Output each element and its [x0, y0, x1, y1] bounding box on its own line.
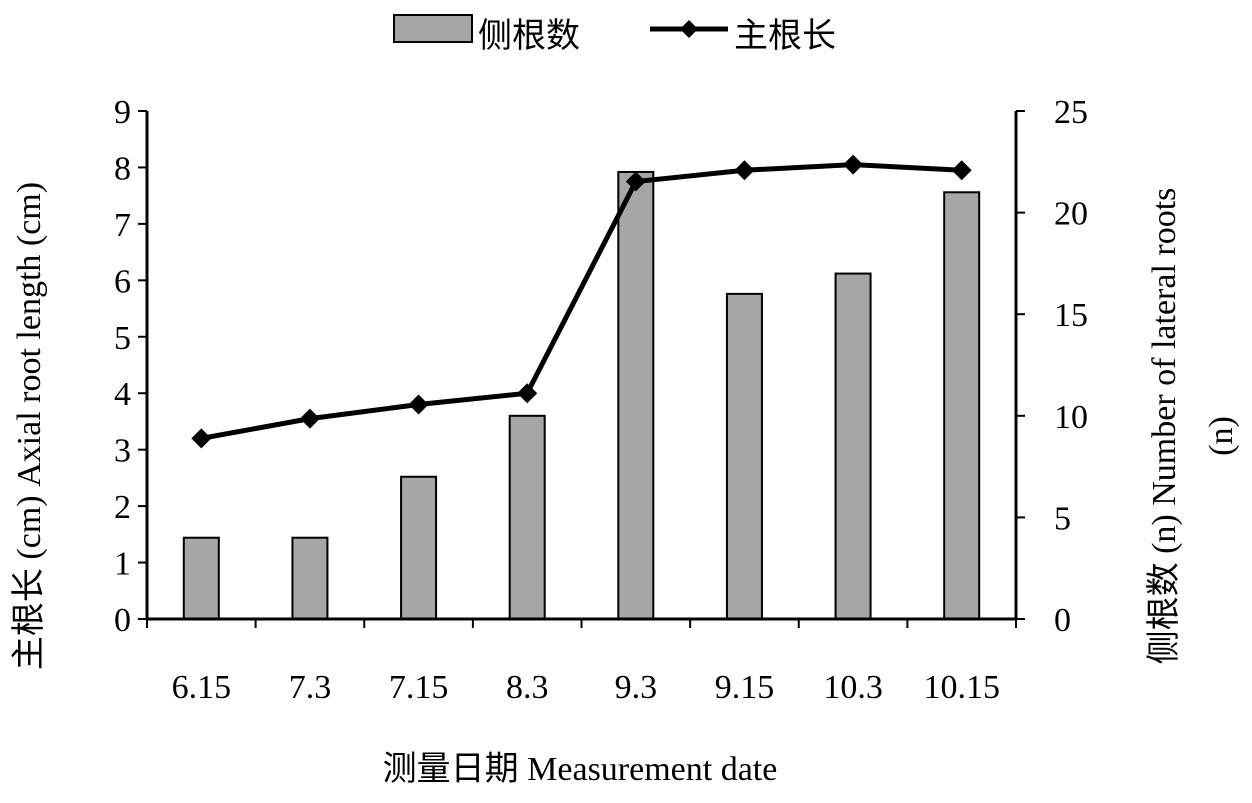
- y-axis-left-title: 主根长 (cm) Axial root length (cm): [11, 182, 48, 670]
- line-point: [408, 394, 429, 415]
- bar: [291, 536, 329, 620]
- line-point: [517, 383, 538, 404]
- x-tick-label: 10.15: [923, 669, 1000, 706]
- y-right-tick-label: 20: [1054, 196, 1088, 233]
- x-tick-label: 7.15: [389, 669, 449, 706]
- legend: 侧根数 主根长: [393, 14, 836, 55]
- y-right-tick-label: 15: [1054, 297, 1088, 334]
- line-point: [734, 160, 755, 181]
- x-tick-label: 7.3: [289, 669, 332, 706]
- bar: [834, 272, 872, 620]
- y-left-tick-label: 8: [114, 150, 131, 187]
- y-right-tick-label: 25: [1054, 94, 1088, 131]
- x-tick-label: 10.3: [823, 669, 883, 706]
- x-tick-label: 9.15: [715, 669, 775, 706]
- legend-line-label: 主根长: [734, 18, 836, 55]
- y-left-tick-label: 2: [114, 489, 131, 526]
- y-left-tick-label: 7: [114, 207, 131, 244]
- y-left-tick-label: 5: [114, 320, 131, 357]
- bar: [943, 191, 981, 620]
- x-tick-label: 6.15: [172, 669, 232, 706]
- y-left-tick-label: 0: [114, 602, 131, 639]
- y-right-tick-label: 5: [1054, 500, 1071, 537]
- legend-bar-swatch: [393, 14, 473, 43]
- line-point: [299, 408, 320, 429]
- plot-area: 0 1 2 3 4 5 6 7 8 9 0 5 10 15 20 25 6.15 7.3 7.15 8.3 9.3 9.1…: [114, 94, 1088, 706]
- line-point: [843, 154, 864, 175]
- y-left-tick-label: 4: [114, 376, 131, 413]
- legend-bar-label: 侧根数: [478, 17, 580, 55]
- x-tick-label: 8.3: [506, 669, 549, 706]
- y-axis-right-title-line2: (n): [1203, 416, 1240, 456]
- y-left-tick-label: 6: [114, 263, 131, 300]
- legend-line-marker: [680, 20, 698, 38]
- y-axis-right-title-line1: 侧根数 (n) Number of lateral roots: [1145, 188, 1183, 665]
- bar: [725, 292, 763, 620]
- y-left-tick-label: 9: [114, 94, 131, 131]
- line-series: [200, 162, 962, 441]
- x-axis-title: 测量日期 Measurement date: [383, 751, 778, 788]
- bar: [617, 170, 655, 621]
- line-point: [625, 171, 646, 192]
- x-tick-label: 9.3: [615, 669, 658, 706]
- y-left-tick-label: 3: [114, 433, 131, 470]
- bar: [508, 414, 546, 620]
- line-point: [951, 160, 972, 181]
- y-right-tick-label: 0: [1054, 602, 1071, 639]
- y-left-tick-label: 1: [114, 546, 131, 583]
- bar: [400, 475, 438, 621]
- line-point: [191, 428, 212, 449]
- bar: [182, 536, 220, 620]
- y-right-tick-label: 10: [1054, 399, 1088, 436]
